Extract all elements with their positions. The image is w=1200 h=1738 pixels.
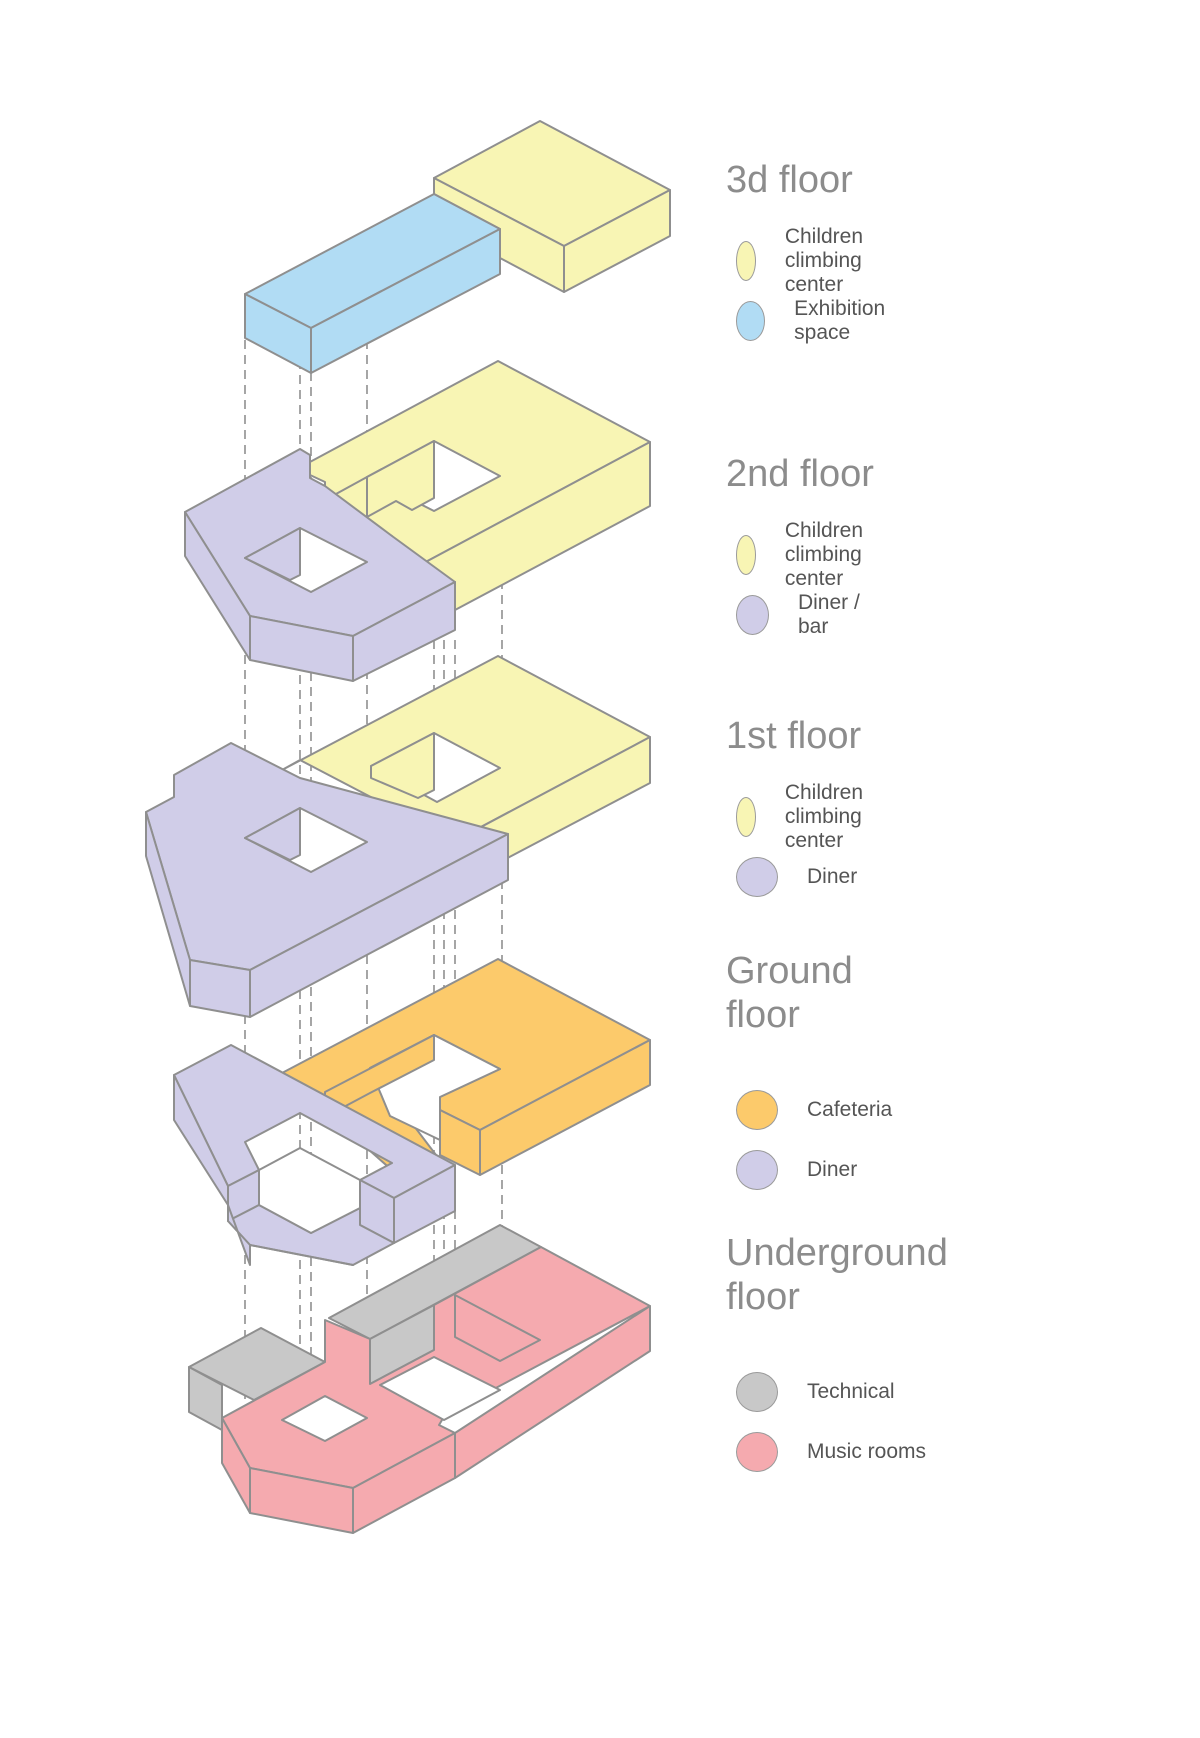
second-floor-block xyxy=(184,360,651,682)
legend-label: Diner xyxy=(807,1158,858,1181)
underground-music-left xyxy=(221,1417,251,1514)
legend-third-floor: 3d floor Children climbing center Exhibi… xyxy=(726,158,885,344)
color-swatch xyxy=(736,1372,778,1412)
legend-item: Exhibition space xyxy=(736,297,898,344)
color-swatch xyxy=(736,797,756,837)
legend-underground-floor: Underground floor Technical Music rooms xyxy=(726,1231,948,1472)
color-swatch xyxy=(736,595,769,635)
legend-item: Children climbing center xyxy=(736,519,885,590)
legend-label: Exhibition space xyxy=(794,297,886,344)
first-floor-climbing-void-wall xyxy=(370,732,435,799)
color-swatch xyxy=(736,301,766,341)
legend-item: Cafeteria xyxy=(736,1090,892,1130)
underground-music-void-b xyxy=(379,1356,501,1421)
first-floor-diner-void-wall xyxy=(244,807,301,861)
legend-label: Children climbing center xyxy=(784,225,864,296)
underground-floor-block xyxy=(188,1224,651,1534)
legend-second-floor: 2nd floor Children climbing center Diner… xyxy=(726,452,874,638)
floor-title: Ground floor xyxy=(726,950,853,1036)
ground-floor-diner-left xyxy=(173,1074,251,1266)
legend-item: Diner xyxy=(736,1150,857,1190)
legend-label: Children climbing center xyxy=(784,519,864,590)
legend-item: Music rooms xyxy=(736,1432,926,1472)
color-swatch xyxy=(736,535,756,575)
color-swatch xyxy=(736,1150,778,1190)
legend-item: Children climbing center xyxy=(736,781,885,852)
second-floor-diner-left xyxy=(184,511,251,661)
color-swatch xyxy=(736,1090,778,1130)
second-floor-diner-void-wall xyxy=(244,527,301,581)
color-swatch xyxy=(736,1432,778,1472)
first-floor-diner-left xyxy=(145,811,191,1007)
floor-title: 3d floor xyxy=(726,159,853,201)
legend-item: Diner xyxy=(736,857,857,897)
underground-music-void-a xyxy=(281,1395,368,1442)
legend-label: Music rooms xyxy=(807,1440,927,1463)
first-floor-diner-bottom xyxy=(189,959,251,1018)
legend-label: Technical xyxy=(807,1380,895,1403)
first-floor-block xyxy=(145,655,651,1018)
legend-item: Technical xyxy=(736,1372,895,1412)
color-swatch xyxy=(736,857,778,897)
floor-title: Underground floor xyxy=(726,1232,948,1318)
legend-label: Diner xyxy=(807,865,858,888)
floor-title: 1st floor xyxy=(726,715,862,757)
ground-floor-diner-void xyxy=(258,1147,361,1234)
color-swatch xyxy=(736,241,756,281)
legend-ground-floor: Ground floor Cafeteria Diner xyxy=(726,949,892,1190)
legend-label: Cafeteria xyxy=(807,1098,893,1121)
legend-first-floor: 1st floor Children climbing center Diner xyxy=(726,714,863,897)
underground-music-inner xyxy=(454,1294,541,1362)
third-floor-block xyxy=(244,120,671,374)
ground-floor-block xyxy=(173,958,651,1266)
legend-label: Children climbing center xyxy=(784,781,864,852)
legend-item: Diner / bar xyxy=(736,591,874,638)
third-floor-exhibition-left xyxy=(244,293,312,374)
legend-item: Children climbing center xyxy=(736,225,885,296)
ground-floor-diner-bottom xyxy=(249,1244,354,1266)
floor-title: 2nd floor xyxy=(726,453,874,495)
legend-label: Diner / bar xyxy=(797,591,860,638)
